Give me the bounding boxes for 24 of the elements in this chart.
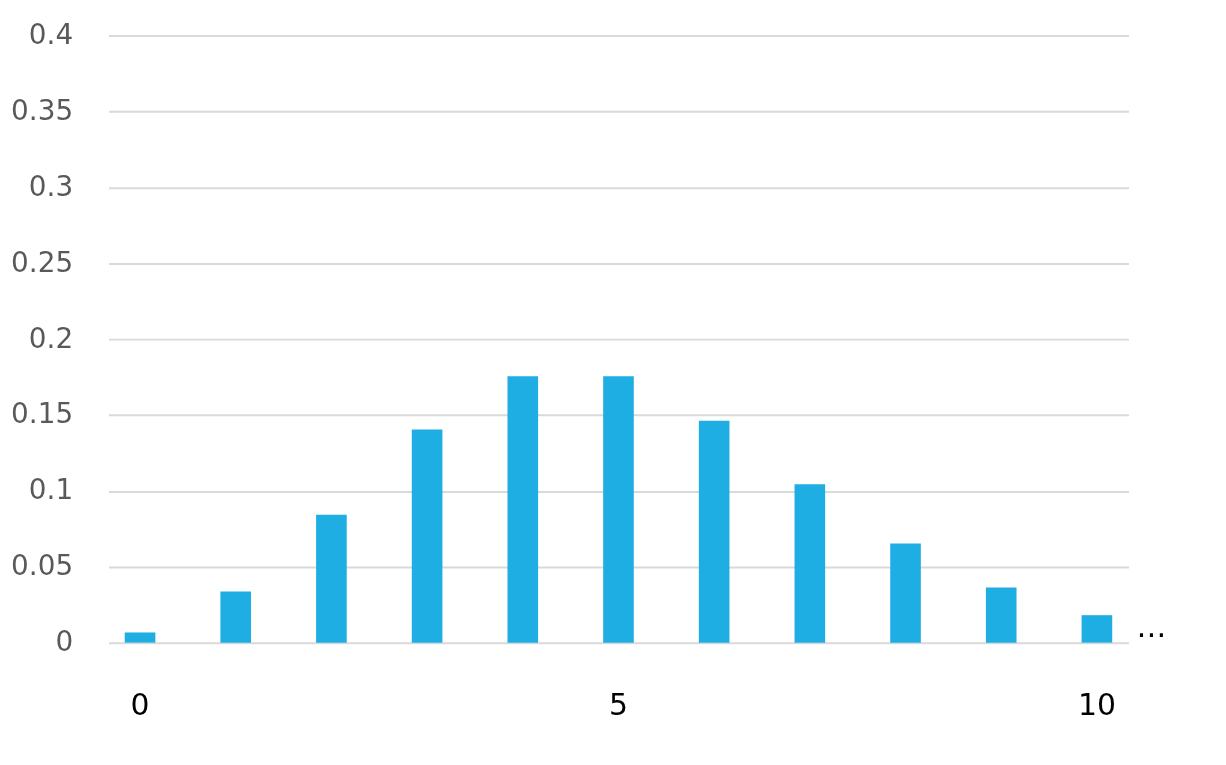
- bar: [507, 376, 539, 643]
- bar: [985, 587, 1017, 643]
- y-tick-label: 0.2: [28, 321, 74, 355]
- bar: [1081, 615, 1113, 643]
- bar: [603, 376, 634, 643]
- y-tick-label: 0.1: [28, 473, 74, 507]
- text: …: [1136, 608, 1167, 644]
- y-tick-label: 0.4: [28, 18, 74, 52]
- bar: [698, 420, 730, 643]
- bar: [794, 484, 826, 643]
- bar: [890, 543, 921, 643]
- bar: [124, 632, 156, 643]
- y-tick-label: 0.15: [11, 397, 74, 431]
- bar: [220, 591, 252, 643]
- y-tick-label: 0: [55, 625, 74, 659]
- y-tick-label: 0.25: [11, 245, 74, 279]
- x-tick-label: 10: [1077, 686, 1116, 722]
- y-tick-label: 0.05: [11, 549, 74, 583]
- bar: [411, 429, 443, 643]
- x-tick-label: 5: [608, 686, 628, 722]
- bar: [316, 514, 347, 643]
- y-tick-label: 0.35: [11, 93, 74, 127]
- x-tick-label: 0: [130, 686, 150, 722]
- y-tick-label: 0.3: [28, 169, 74, 203]
